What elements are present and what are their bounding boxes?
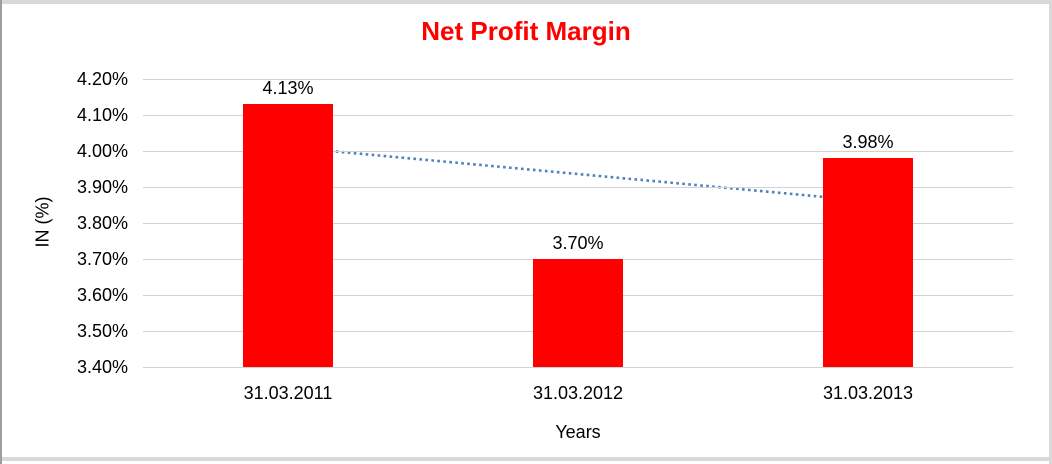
bar-value-label: 3.98% <box>842 132 894 153</box>
gridline <box>143 114 1013 116</box>
frame-border-bottom <box>0 457 1052 461</box>
y-axis-tick-label: 3.90% <box>76 177 128 197</box>
gridline <box>143 222 1013 224</box>
bar <box>823 158 913 367</box>
gridline <box>143 366 1013 368</box>
bar-value-label: 4.13% <box>262 78 314 99</box>
x-axis-tick-label: 31.03.2012 <box>532 383 624 403</box>
y-axis-tick-label: 3.50% <box>76 321 128 341</box>
gridline <box>143 186 1013 188</box>
y-axis-tick-label: 3.40% <box>76 357 128 377</box>
y-axis-tick-label: 3.60% <box>76 285 128 305</box>
y-axis-tick-label: 4.00% <box>76 141 128 161</box>
trendline <box>287 145 869 203</box>
y-axis-tick-label: 4.10% <box>76 105 128 125</box>
frame-border-right <box>1049 0 1052 464</box>
y-axis-tick-label: 3.80% <box>76 213 128 233</box>
bar <box>533 259 623 367</box>
frame-border-left <box>0 0 2 464</box>
y-axis-tick-label: 4.20% <box>76 69 128 89</box>
y-axis-tick-label: 3.70% <box>76 249 128 269</box>
gridline <box>143 150 1013 152</box>
gridline <box>143 78 1013 80</box>
chart-title: Net Profit Margin <box>421 16 631 46</box>
bar <box>243 104 333 367</box>
x-axis-tick-label: 31.03.2011 <box>243 383 333 403</box>
frame-border-top <box>0 0 1052 4</box>
x-axis-title: Years <box>555 422 601 442</box>
bar-value-label: 3.70% <box>552 233 604 253</box>
x-axis-tick-label: 31.03.2013 <box>822 383 914 403</box>
